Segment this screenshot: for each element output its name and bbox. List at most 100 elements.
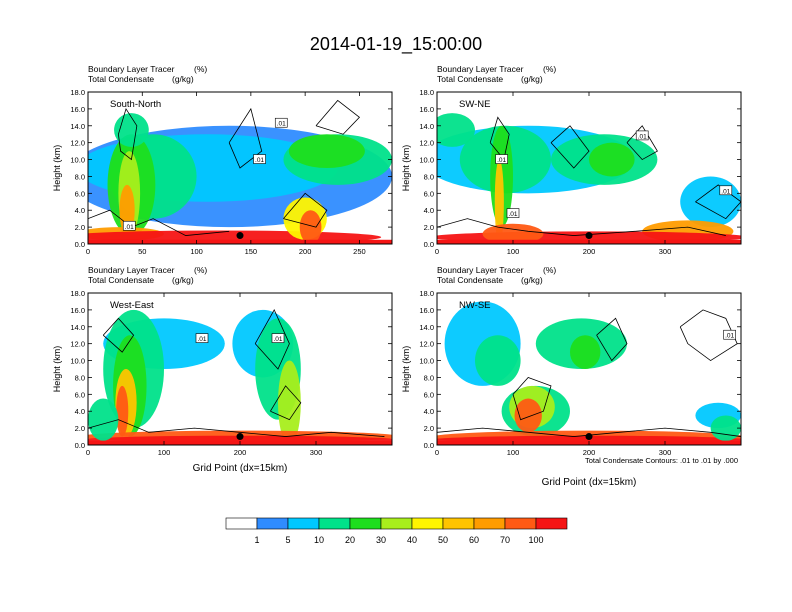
colorbar-label: 100 xyxy=(528,535,543,545)
colorbar-label: 10 xyxy=(314,535,324,545)
x-tick-label: 250 xyxy=(353,247,366,256)
figure-title: 2014-01-19_15:00:00 xyxy=(310,34,482,55)
y-tick-label: 14.0 xyxy=(70,122,85,131)
x-tick-label: 300 xyxy=(659,448,672,457)
surface-tracer-band xyxy=(88,239,392,244)
x-axis-label: Grid Point (dx=15km) xyxy=(193,463,288,474)
contour-label-text: .01 xyxy=(725,333,734,340)
condensate-contour xyxy=(254,309,290,370)
x-tick-label: 200 xyxy=(583,247,596,256)
y-axis: 0.0 2.0 4.0 6.0 8.0 10.0 12.0 14.0 16.0 18.0 xyxy=(419,289,741,450)
contour-label-box xyxy=(506,208,520,218)
y-tick-label: 10.0 xyxy=(70,357,85,366)
x-axis: 0 50 100 150 200 250 xyxy=(86,92,366,256)
x-axis: 0 100 200 300 xyxy=(435,92,671,256)
tracer-area xyxy=(514,398,542,433)
colorbar-label: 20 xyxy=(345,535,355,545)
contour-label-box xyxy=(635,130,649,141)
y-tick-label: 12.0 xyxy=(419,139,434,148)
contour-label-text: .01 xyxy=(277,121,286,128)
panel-top-left: .01 .01 .01 0.0 2.0 4.0 6.0 8.0 10.0 12.0 14.0 16.0… xyxy=(52,64,393,256)
contour-footnote: Total Condensate Contours: .01 to .01 by… xyxy=(585,456,738,465)
y-tick-label: 2.0 xyxy=(75,424,85,433)
panel-bottom-left: .01 .01 0.0 2.0 4.0 6.0 8.0 10.0 12.0 14.0 16.0 18.… xyxy=(52,265,393,474)
condensate-contour xyxy=(489,116,510,161)
colorbar-label: 1 xyxy=(254,535,259,545)
plot-frame xyxy=(87,91,393,245)
y-tick-label: 4.0 xyxy=(75,206,85,215)
contour-label: .01 xyxy=(195,333,209,343)
colorbar-swatch xyxy=(504,517,537,530)
y-tick-label: 8.0 xyxy=(424,373,434,382)
tracer-area xyxy=(114,113,149,147)
panel-units-2: (g/kg) xyxy=(172,74,194,84)
y-tick-label: 6.0 xyxy=(424,189,434,198)
colorbar-label: 30 xyxy=(376,535,386,545)
contour-label-text: .01 xyxy=(638,133,647,140)
contour-label-box xyxy=(122,220,136,231)
colorbar-swatch xyxy=(287,517,320,530)
colorbar-swatch xyxy=(225,517,258,530)
y-tick-label: 16.0 xyxy=(419,306,434,315)
contour-label: .01 xyxy=(253,154,266,164)
panel-left-title-1: Boundary Layer Tracer xyxy=(437,265,524,275)
panel-title: West-East xyxy=(110,300,154,311)
condensate-contour xyxy=(596,317,628,362)
y-axis-label: Height (km) xyxy=(401,346,411,393)
y-tick-label: 0.0 xyxy=(75,240,85,249)
tracer-area xyxy=(88,398,119,441)
y-tick-label: 0.0 xyxy=(424,240,434,249)
x-tick-label: 300 xyxy=(659,247,672,256)
contour-label: .01 xyxy=(506,208,520,218)
condensate-contours xyxy=(88,309,385,437)
panel-units-2: (g/kg) xyxy=(521,74,543,84)
y-axis-label: Height (km) xyxy=(401,145,411,192)
condensate-contour xyxy=(315,99,361,135)
tracer-area xyxy=(475,335,521,386)
y-tick-label: 14.0 xyxy=(70,323,85,332)
panel-left-title-2: Total Condensate xyxy=(437,275,503,285)
x-tick-label: 200 xyxy=(299,247,312,256)
condensate-contour xyxy=(512,376,552,421)
y-tick-label: 8.0 xyxy=(75,172,85,181)
panel-left-title-1: Boundary Layer Tracer xyxy=(88,64,175,74)
colorbar-swatch xyxy=(473,517,506,530)
panel-units-1: (%) xyxy=(194,265,207,275)
y-tick-label: 10.0 xyxy=(70,156,85,165)
location-marker xyxy=(585,433,593,441)
y-tick-label: 2.0 xyxy=(424,223,434,232)
colorbar-swatch xyxy=(318,517,351,530)
tracer-area xyxy=(288,134,365,168)
contour-label-text: .01 xyxy=(273,336,282,343)
y-tick-label: 2.0 xyxy=(75,223,85,232)
x-tick-label: 0 xyxy=(86,448,90,457)
colorbar-label: 5 xyxy=(285,535,290,545)
y-tick-label: 8.0 xyxy=(424,172,434,181)
colorbar-label: 70 xyxy=(500,535,510,545)
y-axis-label: Height (km) xyxy=(52,346,62,393)
y-tick-label: 4.0 xyxy=(424,407,434,416)
tracer-area xyxy=(570,335,601,369)
x-tick-label: 100 xyxy=(158,448,171,457)
y-axis-label: Height (km) xyxy=(52,145,62,192)
x-axis: 0 100 200 300 xyxy=(86,293,322,457)
contour-label-box xyxy=(495,154,508,164)
colorbar-swatch xyxy=(442,517,475,530)
colorbar-swatch xyxy=(411,517,444,530)
x-tick-label: 0 xyxy=(86,247,90,256)
contour-label-text: .01 xyxy=(197,336,206,343)
panel-left-title-1: Boundary Layer Tracer xyxy=(437,64,524,74)
y-tick-label: 12.0 xyxy=(419,340,434,349)
y-tick-label: 6.0 xyxy=(75,390,85,399)
panel-left-title-2: Total Condensate xyxy=(88,275,154,285)
tracer-area xyxy=(482,223,544,244)
colorbar-swatch xyxy=(380,517,413,530)
condensate-contour xyxy=(437,218,726,236)
tracer-area xyxy=(278,360,301,445)
y-tick-label: 0.0 xyxy=(424,441,434,450)
x-tick-label: 100 xyxy=(507,247,520,256)
panel-title: NW-SE xyxy=(459,300,491,311)
y-tick-label: 0.0 xyxy=(75,441,85,450)
condensate-contour xyxy=(550,125,590,169)
colorbar-label: 50 xyxy=(438,535,448,545)
